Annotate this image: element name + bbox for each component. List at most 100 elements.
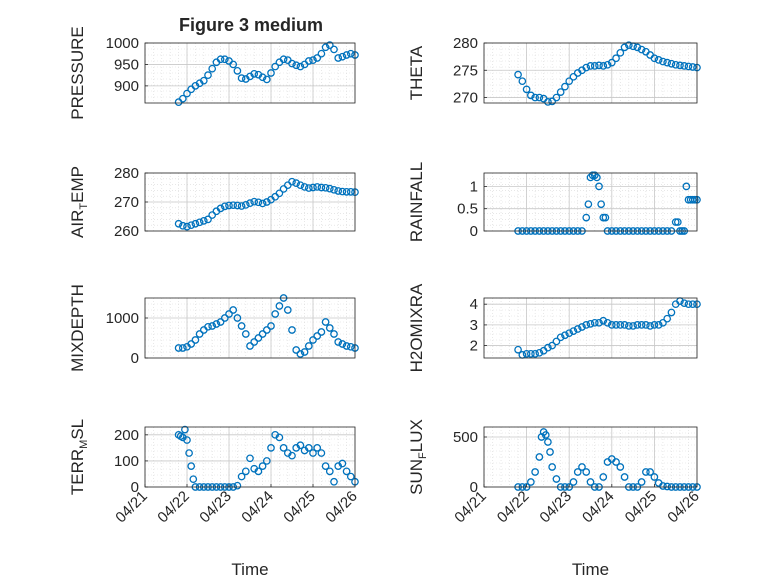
- data-point: [650, 473, 659, 481]
- plot-area: [484, 427, 697, 487]
- data-point: [569, 327, 578, 335]
- data-point: [330, 477, 338, 486]
- data-point: [565, 329, 574, 338]
- data-point: [590, 62, 599, 70]
- data-point: [174, 344, 183, 352]
- data-point: [650, 54, 659, 63]
- y-tick-label: 270: [453, 90, 478, 107]
- data-point: [317, 49, 326, 58]
- data-point: [603, 60, 612, 69]
- x-tick-label: 04/25: [280, 488, 319, 527]
- data-point: [283, 306, 292, 314]
- x-tick-label: 04/22: [494, 488, 533, 527]
- data-point: [599, 62, 608, 70]
- data-point: [620, 473, 629, 481]
- data-point: [178, 94, 187, 103]
- data-point: [241, 330, 250, 338]
- data-point: [595, 318, 603, 327]
- data-point: [225, 201, 233, 210]
- data-point: [663, 314, 672, 323]
- data-point: [233, 201, 242, 210]
- data-point: [586, 62, 595, 70]
- y-tick-label: 950: [114, 56, 139, 73]
- data-point: [616, 321, 625, 329]
- data-point: [313, 332, 322, 340]
- data-point: [342, 188, 351, 196]
- data-point: [531, 468, 539, 476]
- data-point: [233, 481, 242, 490]
- data-point: [637, 478, 646, 486]
- data-point: [187, 462, 196, 470]
- data-point: [275, 189, 284, 198]
- data-point: [296, 181, 305, 190]
- y-axis-label: RAINFALL: [407, 162, 426, 242]
- data-point: [216, 55, 225, 64]
- data-point: [321, 318, 330, 326]
- data-point: [330, 185, 338, 194]
- data-point: [313, 54, 322, 62]
- data-point: [313, 183, 322, 191]
- data-series: [174, 41, 359, 106]
- data-point: [309, 336, 317, 344]
- data-point: [288, 451, 296, 460]
- data-point: [620, 43, 629, 52]
- data-point: [181, 425, 189, 434]
- y-tick-label: 0: [470, 223, 478, 240]
- data-point: [565, 77, 574, 86]
- x-tick-label: 04/23: [196, 488, 235, 527]
- data-point: [325, 184, 334, 193]
- data-point: [597, 200, 606, 209]
- data-point: [544, 438, 552, 446]
- data-point: [183, 436, 191, 444]
- data-point: [688, 63, 697, 71]
- data-point: [346, 188, 355, 196]
- data-point: [544, 343, 552, 352]
- data-point: [659, 482, 667, 490]
- subplot-5: 0 1000 MIXDEPTH: [68, 284, 359, 372]
- y-tick-label: 280: [114, 165, 139, 182]
- data-point: [338, 340, 347, 348]
- data-point: [187, 340, 196, 348]
- data-point: [225, 310, 233, 318]
- data-point: [183, 222, 191, 231]
- y-tick-label: 280: [453, 35, 478, 52]
- y-tick-label: 2: [470, 338, 478, 355]
- data-point: [267, 322, 275, 330]
- data-point: [237, 472, 246, 481]
- data-point: [246, 342, 254, 350]
- y-tick-label: 3: [470, 317, 478, 334]
- data-point: [334, 338, 343, 346]
- y-tick-label: 100: [114, 453, 139, 470]
- data-point: [548, 341, 557, 350]
- data-point: [325, 41, 334, 49]
- y-axis-label: AIRTEMP: [68, 166, 90, 238]
- subplot-4: 0 0.5 1 RAINFALL: [407, 162, 701, 242]
- data-point: [250, 338, 259, 346]
- data-point: [535, 93, 544, 102]
- data-point: [279, 55, 288, 64]
- data-point: [569, 72, 578, 81]
- data-point: [514, 345, 522, 354]
- data-point: [208, 64, 217, 73]
- data-point: [250, 70, 259, 78]
- data-point: [258, 462, 267, 470]
- data-point: [208, 322, 217, 330]
- data-point: [317, 449, 326, 457]
- data-point: [325, 467, 334, 476]
- data-point: [544, 98, 552, 106]
- y-tick-label: 0: [131, 479, 139, 496]
- data-point: [304, 57, 313, 65]
- data-point: [590, 318, 599, 327]
- data-point: [667, 308, 676, 317]
- y-tick-label: 0: [131, 350, 139, 367]
- data-point: [680, 62, 689, 70]
- data-point: [659, 57, 667, 66]
- data-point: [199, 217, 208, 225]
- subplot-3: 260 270 280 AIRTEMP: [68, 165, 359, 240]
- data-point: [582, 468, 591, 476]
- y-tick-label: 275: [453, 62, 478, 79]
- data-point: [590, 171, 599, 180]
- data-point: [271, 62, 280, 71]
